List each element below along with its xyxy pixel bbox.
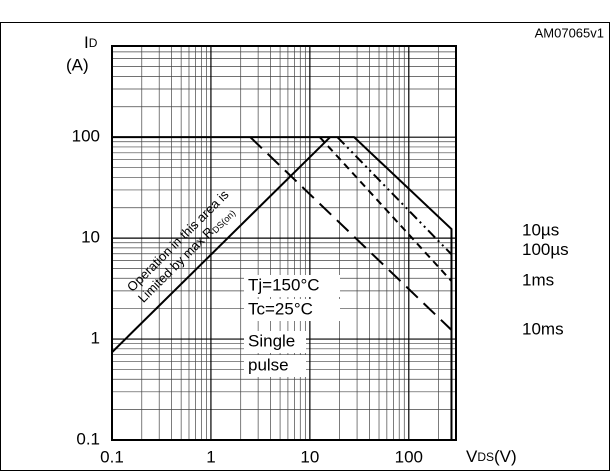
- condition-text: Tc=25°C: [248, 299, 313, 318]
- condition-bg: [244, 275, 340, 297]
- y-label-symbol: I: [84, 33, 89, 52]
- condition-bg: [244, 331, 306, 353]
- condition-bg: [244, 299, 340, 321]
- series-label: 100µs: [522, 240, 569, 259]
- series-label: 10ms: [522, 319, 564, 338]
- condition-text: pulse: [248, 355, 289, 374]
- y-label-sub: D: [89, 36, 98, 50]
- figure-code: AM07065v1: [535, 25, 604, 40]
- series-label: 1ms: [522, 271, 554, 290]
- rds-limit-line: [111, 136, 331, 353]
- series-line: [319, 136, 453, 282]
- conditions: Tj=150°C Tc=25°C Single pulse: [244, 275, 340, 377]
- y-axis-unit: (A): [66, 55, 89, 74]
- x-tick-label: 100: [395, 447, 423, 466]
- x-tick-label: 0.1: [100, 447, 124, 466]
- x-axis-label: VDS(V): [466, 447, 517, 466]
- y-tick-label: 0.1: [76, 429, 100, 448]
- y-tick-label: 10: [81, 228, 100, 247]
- series-label: 10µs: [522, 221, 559, 240]
- condition-bg: [244, 355, 306, 377]
- x-tick-label: 10: [300, 447, 319, 466]
- y-tick-label: 1: [91, 329, 100, 348]
- condition-text: Single: [248, 331, 295, 350]
- y-tick-label: 100: [72, 127, 100, 146]
- plot-border: [111, 45, 457, 441]
- series-line: [112, 136, 453, 440]
- x-label-symbol: V: [466, 447, 478, 466]
- series-line: [336, 136, 453, 256]
- y-axis-label: ID: [84, 33, 98, 52]
- x-label-sub: DS: [477, 450, 494, 464]
- x-tick-label: 1: [206, 447, 215, 466]
- condition-text: Tj=150°C: [248, 275, 320, 294]
- x-label-unit: (V): [494, 447, 517, 466]
